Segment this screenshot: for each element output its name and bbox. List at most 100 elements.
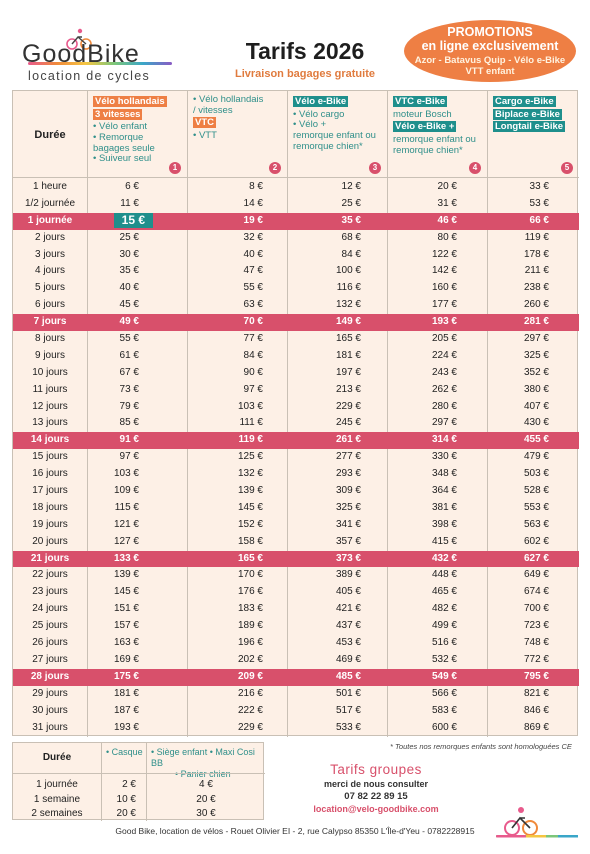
price-cell: 33 €: [529, 181, 549, 192]
column-divider: [187, 91, 188, 737]
price-cell: 415 €: [431, 535, 457, 547]
price-cell: 55 €: [119, 333, 139, 345]
price-cell: 674 €: [523, 586, 549, 598]
accessories-header-seats: • Siège enfant • Maxi Cosi BB • Panier c…: [147, 747, 265, 779]
column-divider: [101, 743, 102, 821]
price-cell: 70 €: [243, 316, 263, 328]
category-item: VTC: [193, 117, 216, 129]
table-row: 6 jours 45 € 63 € 132 € 177 € 260 €: [13, 297, 579, 314]
price-cell: 583 €: [431, 704, 457, 716]
price-cell: 63 €: [243, 299, 263, 311]
price-cell: 229 €: [237, 721, 263, 733]
category-item: bagages seule: [93, 142, 155, 154]
category-item: • VTT: [193, 129, 217, 141]
price-cell: 196 €: [237, 637, 263, 649]
price-cell: 66 €: [529, 214, 549, 226]
table-row: 1 heure 6 € 8 € 12 € 20 € 33 €: [13, 179, 579, 196]
page-title: Tarifs 2026: [245, 38, 365, 64]
table-row: 11 jours 73 € 97 € 213 € 262 € 380 €: [13, 382, 579, 399]
price-cell: 30 €: [119, 248, 139, 260]
column-divider: [387, 91, 388, 737]
category-item: Vélo e-Bike +: [393, 121, 457, 133]
category-number-badge: 3: [369, 162, 381, 174]
table-row: 25 jours 157 € 189 € 437 € 499 € 723 €: [13, 618, 579, 635]
duration-cell: 19 jours: [32, 518, 68, 530]
price-cell: 373 €: [335, 552, 361, 564]
group-rates-email[interactable]: location@velo-goodbike.com: [313, 804, 439, 814]
price-cell: 216 €: [237, 687, 263, 699]
price-cell: 205 €: [431, 333, 457, 345]
table-row: 5 jours 40 € 55 € 116 € 160 € 238 €: [13, 280, 579, 297]
duration-cell: 18 jours: [32, 501, 68, 513]
price-cell: 84 €: [341, 248, 361, 260]
duration-cell: 1 journée: [36, 779, 78, 790]
category-item: • Vélo enfant: [93, 121, 148, 133]
table-row: 9 jours 61 € 84 € 181 € 224 € 325 €: [13, 348, 579, 365]
price-cell: 25 €: [341, 197, 361, 209]
price-cell: 846 €: [523, 704, 549, 716]
price-cell: 405 €: [335, 586, 361, 598]
category-item: • Remorque: [93, 131, 144, 143]
price-cell: 260 €: [523, 299, 549, 311]
price-cell: 40 €: [119, 282, 139, 294]
price-cell: 398 €: [431, 518, 457, 530]
duration-cell: 14 jours: [30, 434, 70, 446]
price-cell: 85 €: [119, 417, 139, 429]
price-cell: 11 €: [120, 197, 139, 209]
price-cell: 448 €: [431, 569, 457, 581]
price-cell: 453 €: [335, 637, 361, 649]
table-row: 20 jours 127 € 158 € 357 € 415 € 602 €: [13, 534, 579, 551]
price-cell: 91 €: [119, 434, 139, 446]
category-item: Biplace e-Bike: [493, 108, 562, 120]
table-row: 3 jours 30 € 40 € 84 € 122 € 178 €: [13, 247, 579, 264]
table-row: 31 jours 193 € 229 € 533 € 600 € 869 €: [13, 720, 579, 737]
price-cell: 432 €: [431, 552, 457, 564]
duration-cell: 15 jours: [32, 451, 68, 463]
price-cell: 516 €: [431, 637, 457, 649]
price-cell: 122 €: [431, 248, 457, 260]
price-cell: 330 €: [431, 451, 457, 463]
accessories-duration-header: Durée: [42, 752, 72, 763]
price-cell: 133 €: [113, 552, 139, 564]
promo-badge: PROMOTIONS en ligne exclusivement Azor -…: [404, 20, 576, 82]
price-cell: 181 €: [335, 349, 361, 361]
price-cell: 213 €: [335, 383, 361, 395]
category-item: Longtail e-Bike: [493, 121, 566, 133]
price-cell: 407 €: [523, 400, 549, 412]
price-cell: 563 €: [523, 518, 549, 530]
price-cell: 90 €: [243, 366, 263, 378]
category-header-2: • Vélo hollandais / vitesses VTC • VTT 2: [187, 91, 287, 178]
price-cell: 469 €: [335, 653, 361, 665]
duration-cell: 8 jours: [34, 333, 65, 345]
duration-header: Durée: [34, 128, 66, 141]
price-cell: 566 €: [431, 687, 457, 699]
category-number-badge: 5: [561, 162, 573, 174]
price-cell: 20 €: [437, 181, 457, 192]
price-cell: 238 €: [523, 282, 549, 294]
group-rates-phone[interactable]: 07 82 22 89 15: [344, 791, 408, 802]
price-cell: 325 €: [335, 501, 361, 513]
price-cell: 277 €: [335, 451, 361, 463]
table-row: 8 jours 55 € 77 € 165 € 205 € 297 €: [13, 331, 579, 348]
duration-cell: 10 jours: [32, 366, 68, 378]
duration-cell: 29 jours: [32, 687, 68, 699]
price-cell: 748 €: [523, 637, 549, 649]
price-cell: 649 €: [523, 569, 549, 581]
table-row: 30 jours 187 € 222 € 517 € 583 € 846 €: [13, 703, 579, 720]
price-cell: 325 €: [523, 349, 549, 361]
duration-cell: 2 semaines: [31, 808, 83, 819]
cyclist-icon: [66, 28, 92, 50]
price-cell: 211 €: [524, 265, 549, 277]
table-row: 12 jours 79 € 103 € 229 € 280 € 407 €: [13, 399, 579, 416]
price-cell: 229 €: [335, 400, 361, 412]
category-item: VTC e-Bike: [393, 96, 448, 107]
price-cell: 455 €: [523, 434, 549, 446]
category-item: • Vélo hollandais: [193, 94, 264, 105]
price-cell: 549 €: [431, 670, 457, 682]
duration-cell: 28 jours: [30, 670, 70, 682]
price-cell: 348 €: [431, 468, 457, 480]
table-row: 7 jours 49 € 70 € 149 € 193 € 281 €: [13, 314, 579, 332]
price-cell: 14 €: [243, 197, 263, 209]
brand-color-bar: [28, 62, 172, 65]
price-cell: 262 €: [431, 383, 457, 395]
